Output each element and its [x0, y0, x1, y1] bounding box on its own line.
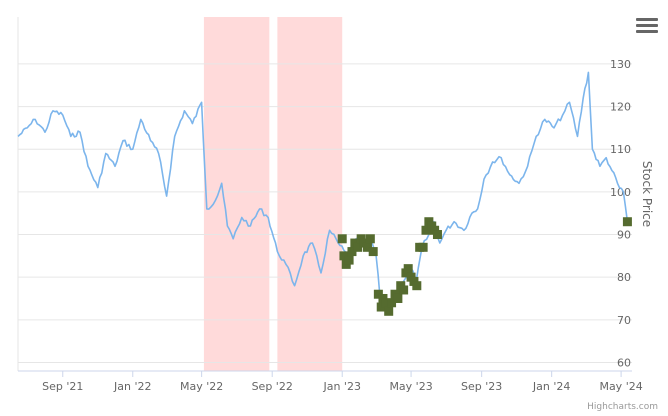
scatter-point-20[interactable]: [393, 293, 403, 303]
x-tick-label: Jan '22: [113, 380, 151, 393]
scatter-point-24[interactable]: [403, 264, 413, 274]
x-tick-label: Sep '21: [42, 380, 83, 393]
scatter-point-10[interactable]: [362, 242, 372, 252]
scatter-point-7[interactable]: [353, 242, 363, 252]
y-tick-label-100: 100: [610, 186, 631, 199]
x-tick-label: Jan '23: [322, 380, 360, 393]
x-tick-label: May '23: [389, 380, 432, 393]
scatter-point-4[interactable]: [344, 255, 354, 265]
scatter-point-14[interactable]: [376, 302, 386, 312]
x-tick-label: May '22: [180, 380, 223, 393]
scatter-point-16[interactable]: [381, 298, 391, 308]
y-axis-title: Stock Price: [640, 161, 654, 227]
scatter-point-17[interactable]: [384, 306, 394, 316]
y-tick-label-70: 70: [617, 314, 631, 327]
scatter-point-35[interactable]: [622, 217, 632, 227]
scatter-point-13[interactable]: [373, 289, 383, 299]
scatter-point-34[interactable]: [432, 230, 442, 240]
scatter-point-29[interactable]: [418, 242, 428, 252]
scatter-point-11[interactable]: [365, 234, 375, 244]
x-tick-label: Sep '23: [461, 380, 502, 393]
shaded-band-1: [203, 17, 270, 371]
x-tick-label: May '24: [599, 380, 642, 393]
scatter-point-1[interactable]: [337, 234, 347, 244]
scatter-point-22[interactable]: [399, 285, 409, 295]
scatter-point-12[interactable]: [368, 247, 378, 257]
scatter-point-5[interactable]: [347, 247, 357, 257]
y-tick-label-130: 130: [610, 58, 631, 71]
x-tick-label: Jan '24: [532, 380, 570, 393]
y-tick-label-60: 60: [617, 356, 631, 369]
hamburger-menu-icon[interactable]: [636, 18, 658, 38]
y-tick-label-110: 110: [610, 143, 631, 156]
scatter-point-30[interactable]: [421, 225, 431, 235]
chart-credit[interactable]: Highcharts.com: [587, 402, 658, 412]
y-tick-label-80: 80: [617, 271, 631, 284]
scatter-point-27[interactable]: [412, 281, 422, 291]
x-tick-label: Sep '22: [252, 380, 293, 393]
scatter-point-18[interactable]: [387, 298, 397, 308]
y-tick-label-120: 120: [610, 101, 631, 114]
y-tick-label-90: 90: [617, 229, 631, 242]
scatter-point-2[interactable]: [339, 251, 349, 261]
stock-price-line[interactable]: [17, 71, 629, 308]
shaded-band-2: [277, 17, 343, 371]
